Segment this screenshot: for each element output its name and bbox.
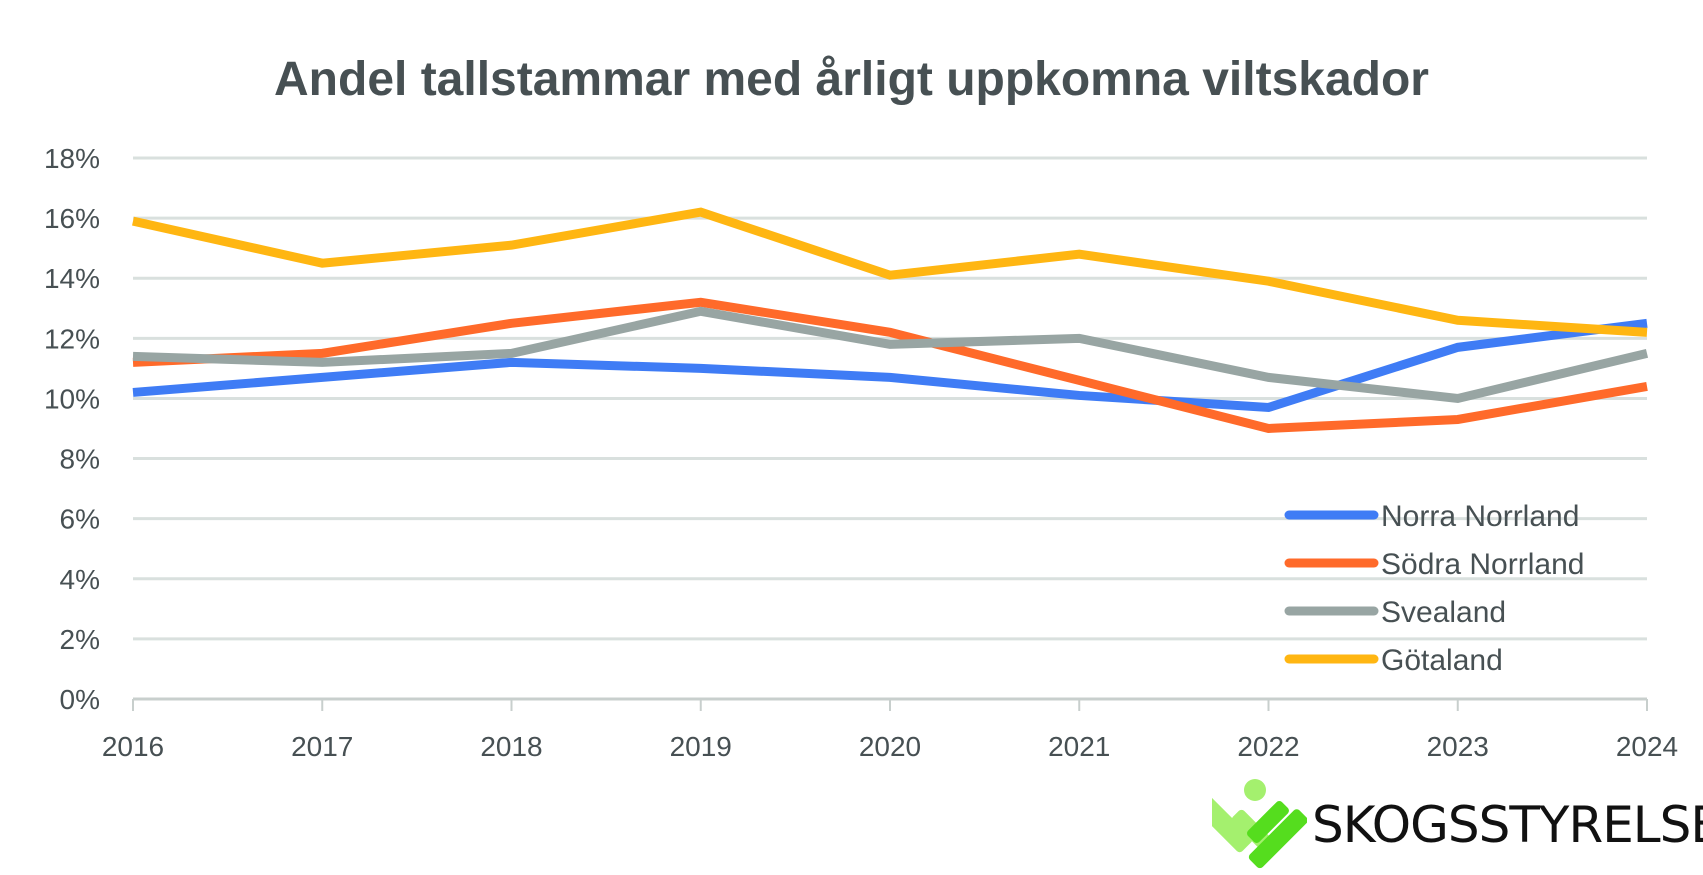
legend-label: Götaland xyxy=(1381,644,1503,677)
chart-title: Andel tallstammar med årligt uppkomna vi… xyxy=(274,53,1429,106)
y-tick-label: 18% xyxy=(44,143,100,174)
y-tick-label: 4% xyxy=(60,564,100,595)
y-tick-label: 12% xyxy=(44,323,100,354)
x-tick-label: 2024 xyxy=(1616,731,1678,762)
x-tick-label: 2019 xyxy=(670,731,732,762)
legend-label: Svealand xyxy=(1381,596,1506,629)
skogsstyrelsen-logo: SKOGSSTYRELSEN xyxy=(1212,778,1703,870)
series-line-svealand xyxy=(132,306,1649,404)
y-tick-label: 16% xyxy=(44,203,100,234)
series-line-södra-norrland xyxy=(132,297,1648,434)
series-line-götaland xyxy=(132,207,1648,337)
y-tick-label: 8% xyxy=(60,444,100,475)
x-tick-label: 2020 xyxy=(859,731,921,762)
legend-label: Södra Norrland xyxy=(1381,548,1584,581)
y-tick-label: 10% xyxy=(44,383,100,414)
y-tick-label: 14% xyxy=(44,263,100,294)
y-tick-label: 2% xyxy=(60,624,100,655)
logo-mark-icon xyxy=(1212,779,1307,869)
x-tick-label: 2018 xyxy=(480,731,542,762)
x-tick-label: 2022 xyxy=(1237,731,1299,762)
x-tick-label: 2023 xyxy=(1427,731,1489,762)
logo-text: SKOGSSTYRELSEN xyxy=(1312,796,1703,854)
series-line-norra-norrland xyxy=(132,318,1648,413)
y-tick-label: 0% xyxy=(60,684,100,715)
x-tick-label: 2017 xyxy=(291,731,353,762)
legend-label: Norra Norrland xyxy=(1381,500,1579,533)
x-tick-label: 2016 xyxy=(102,731,164,762)
x-tick-label: 2021 xyxy=(1048,731,1110,762)
y-tick-label: 6% xyxy=(60,504,100,535)
